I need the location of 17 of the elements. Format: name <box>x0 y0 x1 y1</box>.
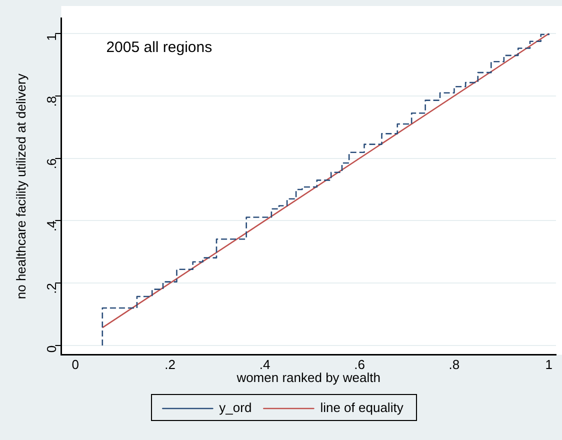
x-tick-label: .4 <box>259 357 270 372</box>
x-tick-label: .2 <box>164 357 176 372</box>
y-tick-label: 1 <box>44 34 59 41</box>
x-tick-label: 0 <box>72 357 80 372</box>
x-tick-label: .8 <box>448 357 460 372</box>
y-axis-title: no healthcare facility utilized at delivery <box>13 73 28 300</box>
x-tick-label: 1 <box>545 357 553 372</box>
y-tick-label: 0 <box>44 345 59 353</box>
legend-label: line of equality <box>320 400 404 416</box>
y-tick-label: .2 <box>44 283 59 294</box>
y-tick-label: .4 <box>44 220 59 232</box>
x-axis-title: women ranked by wealth <box>236 370 381 385</box>
annotation: 2005 all regions <box>106 39 212 56</box>
y-tick-label: .8 <box>44 96 59 107</box>
legend-label: y_ord <box>219 400 252 416</box>
y-tick-label: .6 <box>44 158 59 170</box>
x-tick-label: .6 <box>354 357 365 372</box>
